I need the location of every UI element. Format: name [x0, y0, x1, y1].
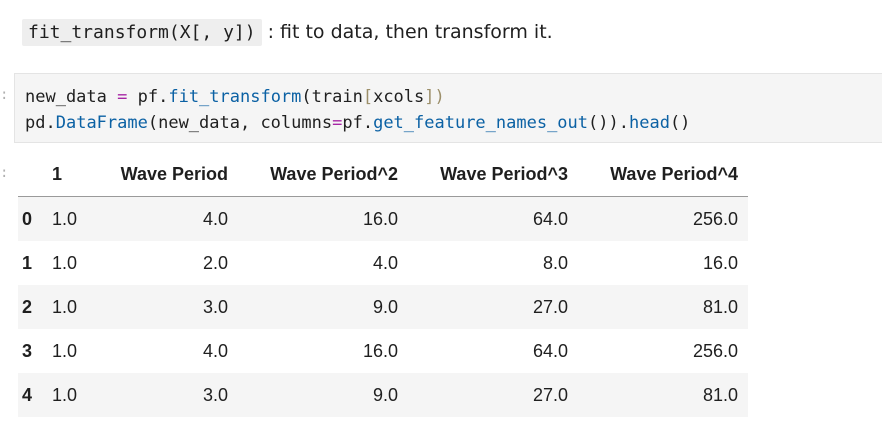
output-prompt-marker: :	[0, 165, 9, 181]
table-header-cell: Wave Period^4	[578, 152, 748, 197]
table-cell: 16.0	[362, 208, 398, 229]
table-row: 3 1.0 4.0 16.0 64.0 256.0	[18, 329, 748, 373]
row-index: 3	[22, 340, 33, 361]
table-header-cell: Wave Period^2	[238, 152, 408, 197]
code-line-1: new_data = pf.fit_transform(train[xcols]…	[25, 87, 445, 107]
table-cell: 64.0	[532, 340, 568, 361]
markdown-line: fit_transform(X[, y]) : fit to data, the…	[22, 16, 553, 48]
table-cell: 81.0	[702, 296, 738, 317]
table-cell: 4.0	[372, 252, 398, 273]
table-header-index	[18, 152, 42, 197]
table-row: 2 1.0 3.0 9.0 27.0 81.0	[18, 285, 748, 329]
code-cell-editor[interactable]: new_data = pf.fit_transform(train[xcols]…	[14, 73, 882, 143]
table-header-cell: 1	[42, 152, 96, 197]
table-cell: 2.0	[202, 252, 228, 273]
inline-code: fit_transform(X[, y])	[22, 18, 262, 46]
table-row: 0 1.0 4.0 16.0 64.0 256.0	[18, 196, 748, 241]
table-header-row: 1 Wave Period Wave Period^2 Wave Period^…	[18, 152, 748, 197]
table-cell: 3.0	[202, 296, 228, 317]
table-cell: 27.0	[532, 384, 568, 405]
table-header-cell: Wave Period^3	[408, 152, 578, 197]
table-cell: 4.0	[202, 340, 228, 361]
row-index: 1	[22, 252, 33, 273]
table-cell: 256.0	[692, 340, 738, 361]
table-cell: 1.0	[52, 252, 78, 273]
table-cell: 256.0	[692, 208, 738, 229]
table-cell: 9.0	[372, 384, 398, 405]
table-cell: 4.0	[202, 208, 228, 229]
table-cell: 3.0	[202, 384, 228, 405]
table-row: 1 1.0 2.0 4.0 8.0 16.0	[18, 241, 748, 285]
code-text[interactable]: new_data = pf.fit_transform(train[xcols]…	[25, 84, 690, 136]
table-cell: 16.0	[362, 340, 398, 361]
code-prompt-marker: :	[0, 87, 9, 103]
table-cell: 16.0	[702, 252, 738, 273]
row-index: 0	[22, 208, 33, 229]
table-cell: 27.0	[532, 296, 568, 317]
table-header-cell: Wave Period	[96, 152, 238, 197]
table-cell: 1.0	[52, 340, 78, 361]
table-cell: 8.0	[542, 252, 568, 273]
table-cell: 64.0	[532, 208, 568, 229]
table-cell: 1.0	[52, 296, 78, 317]
row-index: 4	[22, 384, 33, 405]
table-row: 4 1.0 3.0 9.0 27.0 81.0	[18, 373, 748, 417]
code-line-2: pd.DataFrame(new_data, columns=pf.get_fe…	[25, 113, 691, 133]
row-index: 2	[22, 296, 33, 317]
table-cell: 1.0	[52, 384, 78, 405]
dataframe-output: 1 Wave Period Wave Period^2 Wave Period^…	[18, 152, 748, 417]
table-cell: 9.0	[372, 296, 398, 317]
markdown-text: : fit to data, then transform it.	[267, 21, 553, 43]
table-cell: 1.0	[52, 208, 78, 229]
table-cell: 81.0	[702, 384, 738, 405]
